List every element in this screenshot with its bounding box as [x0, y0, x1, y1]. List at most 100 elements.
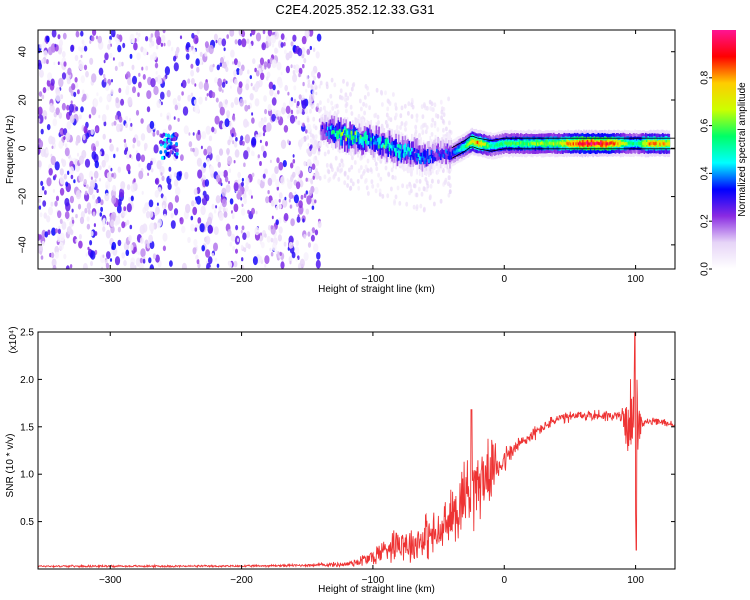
- noise-cell: [310, 85, 314, 91]
- noise-cell: [251, 30, 256, 36]
- noise-cell: [333, 82, 337, 88]
- ridge-cell: [569, 142, 572, 146]
- noise-cell: [221, 187, 227, 197]
- ridge-cell: [643, 141, 646, 145]
- noise-cell: [340, 167, 343, 173]
- noise-cell: [326, 98, 330, 104]
- noise-cell: [315, 91, 318, 96]
- noise-cell: [422, 186, 426, 192]
- noise-cell: [221, 81, 226, 88]
- noise-cell: [423, 103, 426, 109]
- ridge-cell: [472, 140, 475, 144]
- noise-cell: [58, 140, 64, 149]
- noise-cell: [283, 213, 289, 222]
- noise-cell: [379, 176, 383, 182]
- noise-cell: [111, 195, 117, 205]
- noise-cell: [378, 188, 382, 194]
- y-tick-label: 2.0: [20, 375, 34, 386]
- noise-cell: [69, 114, 75, 124]
- ridge-cell: [487, 144, 489, 148]
- noise-cell: [313, 75, 316, 81]
- noise-cell: [312, 80, 315, 85]
- noise-cell: [92, 145, 97, 152]
- noise-cell: [293, 64, 296, 69]
- ridge-cell: [332, 130, 334, 134]
- noise-cell: [96, 188, 99, 193]
- ridge-cell: [509, 142, 512, 146]
- ridge-cell: [592, 141, 594, 145]
- noise-cell: [168, 166, 172, 172]
- ridge-cell: [457, 149, 459, 153]
- noise-cell: [179, 35, 183, 40]
- ridge-cell: [403, 145, 405, 149]
- ridge-cell: [430, 149, 433, 154]
- noise-cell: [341, 162, 345, 168]
- noise-cell: [225, 207, 228, 213]
- noise-cell: [40, 128, 44, 135]
- ridge-cell: [518, 141, 521, 145]
- noise-cell: [307, 242, 312, 248]
- noise-cell: [440, 115, 443, 120]
- x-axis-label: Height of straight line (km): [318, 584, 435, 595]
- noise-cell: [73, 91, 77, 98]
- ridge-cell: [495, 143, 497, 147]
- noise-cell: [387, 115, 391, 121]
- noise-cell: [342, 79, 345, 84]
- noise-cell: [213, 33, 218, 41]
- ridge-cell: [397, 149, 400, 158]
- noise-cell: [93, 98, 99, 107]
- noise-cell: [162, 30, 166, 34]
- noise-cell: [190, 63, 194, 69]
- ridge-cell: [593, 142, 596, 146]
- noise-cell: [280, 71, 283, 76]
- noise-cell: [309, 138, 313, 144]
- ridge-cell: [537, 142, 539, 146]
- noise-cell: [241, 225, 245, 231]
- ridge-cell: [638, 141, 640, 145]
- noise-cell: [389, 117, 393, 123]
- noise-cell: [374, 112, 378, 118]
- noise-cell: [297, 47, 303, 57]
- noise-cell: [317, 150, 321, 156]
- noise-cell: [167, 202, 174, 211]
- noise-cell: [420, 104, 424, 109]
- ridge-cell: [342, 129, 345, 133]
- noise-cell: [257, 154, 260, 159]
- ridge-cell: [340, 133, 342, 137]
- ridge-cell: [639, 142, 642, 146]
- noise-cell: [283, 42, 286, 47]
- ridge-cell: [321, 124, 324, 141]
- noise-cell: [300, 194, 304, 200]
- noise-cell: [288, 198, 291, 203]
- noise-cell: [192, 147, 195, 153]
- noise-cell: [222, 98, 228, 108]
- noise-cell: [177, 117, 180, 122]
- noise-cell: [317, 220, 322, 228]
- ridge-cell: [382, 143, 384, 147]
- noise-cell: [433, 120, 437, 126]
- ridge-cell: [409, 151, 412, 155]
- noise-cell: [244, 134, 251, 144]
- noise-cell: [116, 38, 121, 47]
- noise-cell: [166, 89, 171, 98]
- noise-cell: [174, 195, 179, 203]
- noise-cell: [43, 50, 48, 58]
- noise-cell: [126, 203, 132, 213]
- noise-cell: [248, 189, 253, 196]
- noise-cell: [310, 234, 315, 242]
- noise-cell: [368, 105, 371, 111]
- noise-cell: [296, 216, 301, 223]
- noise-cell: [117, 44, 122, 53]
- noise-cell: [83, 64, 88, 71]
- noise-cell: [276, 186, 279, 191]
- noise-cell: [78, 155, 84, 165]
- noise-cell: [421, 114, 425, 119]
- noise-cell: [102, 133, 106, 140]
- noise-cell: [327, 169, 331, 175]
- noise-cell: [163, 76, 166, 82]
- y-axis-label: Frequency (Hz): [5, 115, 16, 184]
- y-tick-label: −40: [18, 236, 29, 253]
- noise-cell: [227, 139, 231, 146]
- noise-cell: [370, 179, 374, 185]
- noise-cell: [439, 198, 443, 204]
